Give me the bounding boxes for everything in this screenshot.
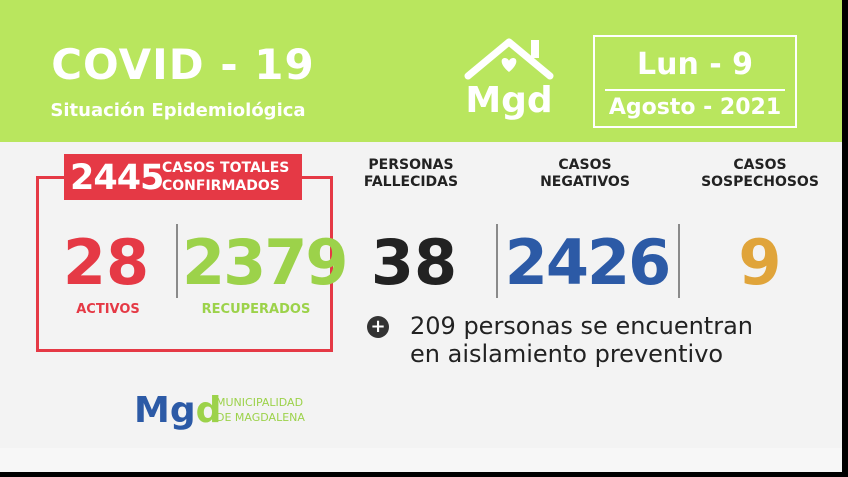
house-heart-icon: [464, 38, 554, 80]
total-confirmed-label-1: CASOS TOTALES: [162, 160, 290, 176]
suspected-value: 9: [738, 226, 782, 299]
negative-value: 2426: [504, 226, 672, 299]
bottom-strip: [0, 448, 842, 472]
municipality-name-2: DE MAGDALENA: [216, 411, 305, 424]
date-divider: [605, 89, 785, 91]
page-title: COVID - 19: [51, 40, 315, 89]
date-month: Agosto - 2021: [608, 95, 782, 120]
divider: [496, 224, 498, 298]
negative-heading: CASOS NEGATIVOS: [530, 157, 640, 191]
active-value: 28: [62, 226, 150, 299]
suspected-heading: CASOS SOSPECHOSOS: [698, 157, 822, 191]
total-confirmed-label-2: CONFIRMADOS: [162, 178, 280, 194]
date-box: Lun - 9 Agosto - 2021: [593, 35, 797, 128]
date-day: Lun - 9: [636, 47, 754, 82]
deceased-label-2: FALLECIDAS: [363, 174, 459, 190]
suspected-label-2: SOSPECHOSOS: [701, 174, 819, 190]
deceased-label-1: PERSONAS: [368, 157, 454, 173]
municipality-logo: Mgd: [134, 390, 221, 431]
logo-letter-g: g: [169, 390, 196, 431]
negative-label-2: NEGATIVOS: [540, 174, 630, 190]
logo-letter-d: d: [195, 390, 222, 431]
header-logo-text: Mgd: [465, 80, 553, 121]
isolation-note: 209 personas se encuentran en aislamient…: [410, 312, 810, 368]
divider: [176, 224, 178, 298]
header-banner: COVID - 19 Situación Epidemiológica Mgd …: [0, 0, 842, 142]
municipality-name-1: MUNICIPALIDAD: [216, 396, 304, 409]
total-confirmed-value: 2445: [70, 158, 164, 198]
page-subtitle: Situación Epidemiológica: [50, 100, 306, 121]
negative-label-1: CASOS: [558, 157, 612, 173]
isolation-line-2: en aislamiento preventivo: [410, 340, 724, 368]
deceased-value: 38: [370, 226, 458, 299]
suspected-label-1: CASOS: [733, 157, 787, 173]
active-label: ACTIVOS: [76, 302, 140, 317]
plus-circle-icon: +: [367, 316, 389, 338]
deceased-heading: PERSONAS FALLECIDAS: [356, 157, 466, 191]
logo-letter-m: M: [134, 390, 170, 431]
total-confirmed-tag: 2445 CASOS TOTALES CONFIRMADOS: [64, 154, 302, 200]
recovered-label: RECUPERADOS: [201, 302, 311, 317]
isolation-line-1: 209 personas se encuentran: [410, 312, 753, 340]
recovered-value: 2379: [182, 226, 349, 299]
divider: [678, 224, 680, 298]
